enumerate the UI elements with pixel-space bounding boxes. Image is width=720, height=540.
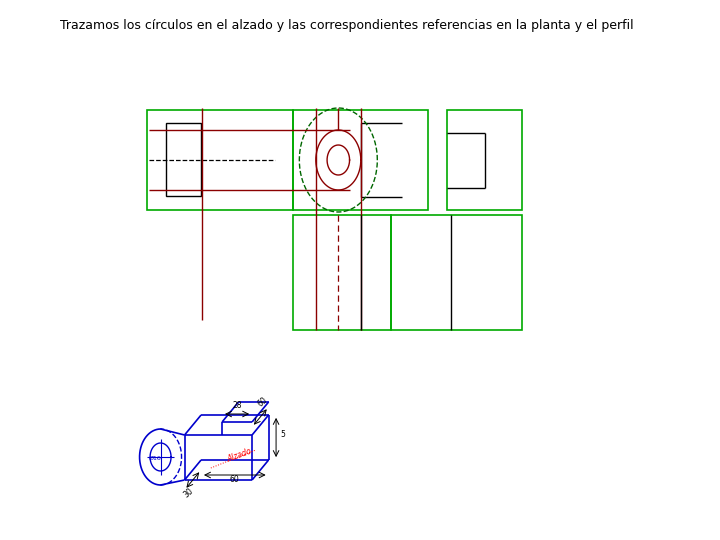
Text: Trazamos los círculos en el alzado y las correspondientes referencias en la plan: Trazamos los círculos en el alzado y las… [60, 19, 634, 32]
Text: 60: 60 [230, 475, 240, 484]
Text: Alzado: Alzado [226, 447, 253, 464]
Text: Ø16: Ø16 [149, 456, 161, 461]
Bar [391, 215, 522, 330]
Bar [147, 110, 293, 210]
Text: 28: 28 [233, 401, 242, 410]
Bar [447, 110, 522, 210]
Text: 30: 30 [181, 487, 195, 500]
Text: 60: 60 [256, 396, 269, 409]
Bar [293, 215, 391, 330]
Text: 5: 5 [281, 430, 285, 439]
Bar [166, 123, 201, 196]
Bar [293, 110, 428, 210]
